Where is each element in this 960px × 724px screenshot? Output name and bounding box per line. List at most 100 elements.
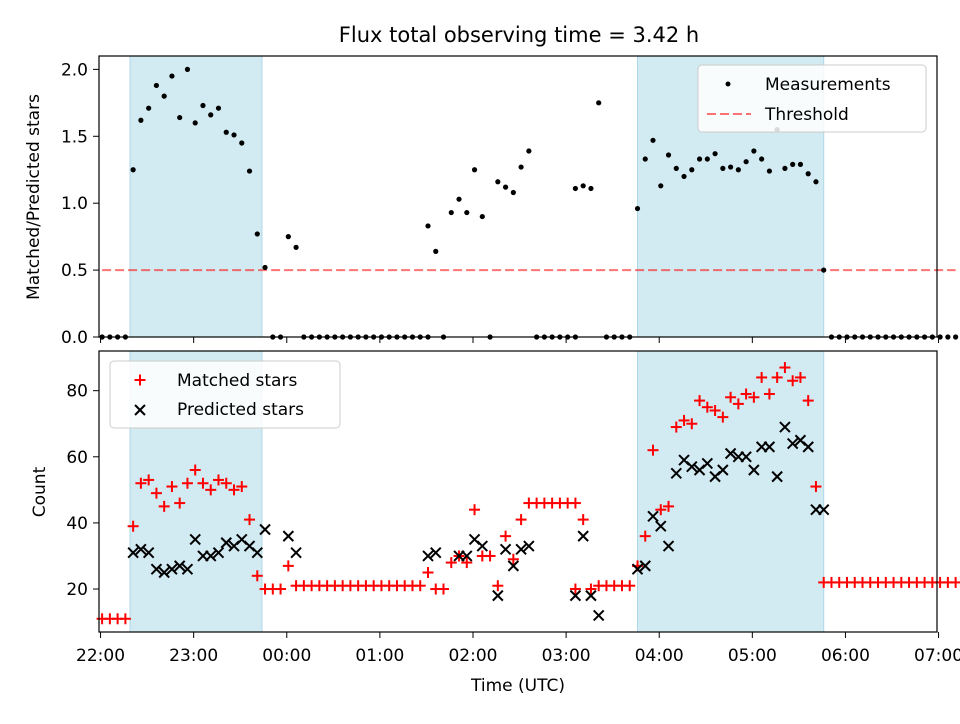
matched-point xyxy=(181,477,193,489)
bottom-legend: Matched stars Predicted stars xyxy=(109,360,341,429)
bottom-y-tick-label: 60 xyxy=(66,448,88,468)
matched-point xyxy=(763,388,775,400)
measurement-point xyxy=(813,179,819,185)
measurement-point xyxy=(580,183,586,189)
predicted-point xyxy=(212,546,225,559)
shaded-region-0 xyxy=(129,55,263,338)
x-tick-label: 02:00 xyxy=(448,646,497,666)
measurement-point xyxy=(138,117,144,123)
x-tick-label: 03:00 xyxy=(542,646,591,666)
measurement-point xyxy=(658,183,664,189)
matched-point xyxy=(166,481,178,493)
predicted-point xyxy=(166,563,178,575)
measurement-point xyxy=(712,151,718,157)
x-tick-label: 06:00 xyxy=(821,646,870,666)
predicted-point xyxy=(515,543,527,556)
measurement-point xyxy=(821,267,827,273)
predicted-point xyxy=(158,566,170,579)
matched-point xyxy=(771,371,783,383)
legend-matched-marker xyxy=(134,374,146,386)
predicted-point xyxy=(220,537,232,549)
measurement-point xyxy=(634,205,641,212)
measurement-point xyxy=(518,164,524,170)
matched-point xyxy=(205,484,217,496)
measurement-point xyxy=(953,334,959,340)
matched-point xyxy=(189,464,201,476)
measurements-series xyxy=(99,66,959,340)
matched-stars-series xyxy=(96,362,960,625)
measurement-point xyxy=(665,152,672,158)
matched-point xyxy=(469,504,481,516)
predicted-point xyxy=(655,520,667,532)
matched-point xyxy=(484,550,496,562)
bottom-x-axis: 22:00 23:00 00:00 01:00 02:00 03:00 04:00 05:00… xyxy=(76,632,960,666)
measurement-point xyxy=(766,168,773,174)
predicted-point xyxy=(585,589,597,602)
matched-point xyxy=(228,484,240,496)
legend-predicted-cross xyxy=(134,404,146,416)
matched-point xyxy=(779,362,791,374)
x-tick-label: 01:00 xyxy=(355,646,404,666)
matched-point xyxy=(756,371,768,383)
measurement-point xyxy=(642,156,648,162)
matched-point xyxy=(150,487,162,499)
measurement-point xyxy=(743,159,749,165)
top-legend: Measurements Threshold xyxy=(697,64,927,133)
top-y-tick-label: 2.0 xyxy=(61,60,88,80)
predicted-point xyxy=(189,533,201,546)
bottom-plot-frame xyxy=(98,350,938,633)
matched-point xyxy=(810,481,822,493)
x-tick-label: 04:00 xyxy=(635,646,684,666)
measurement-point xyxy=(192,120,198,126)
legend-measurements-marker xyxy=(725,81,731,87)
measurement-point xyxy=(285,234,291,240)
measurement-point xyxy=(790,161,796,167)
matched-point xyxy=(655,504,667,516)
measurement-point xyxy=(502,184,509,190)
predicted-point xyxy=(127,546,139,559)
predicted-point xyxy=(569,589,582,602)
matched-point xyxy=(212,474,224,486)
measurement-point xyxy=(650,137,656,143)
matched-point xyxy=(950,576,960,588)
x-tick-label: 23:00 xyxy=(169,646,218,666)
matched-point xyxy=(701,401,713,413)
predicted-point xyxy=(724,447,737,460)
legend-matched-label: Matched stars xyxy=(177,371,297,391)
measurement-point xyxy=(130,167,136,173)
measurement-point xyxy=(805,171,811,177)
matched-point xyxy=(158,500,170,512)
matched-point xyxy=(119,613,131,625)
measurement-point xyxy=(782,165,788,171)
matched-point xyxy=(624,580,636,592)
matched-point xyxy=(127,520,139,532)
predicted-point xyxy=(251,546,263,559)
x-axis-label: Time (UTC) xyxy=(470,676,565,696)
matched-point xyxy=(174,497,186,509)
predicted-point xyxy=(662,540,675,552)
measurement-point xyxy=(704,156,710,162)
predicted-point xyxy=(686,460,698,473)
matched-point xyxy=(647,444,659,456)
predicted-point xyxy=(523,540,535,552)
measurement-point xyxy=(433,248,439,254)
measurement-point xyxy=(169,73,175,79)
matched-point xyxy=(422,566,434,578)
matched-point xyxy=(569,497,581,509)
matched-point xyxy=(569,583,581,595)
measurement-point xyxy=(464,209,470,216)
x-tick-label: 22:00 xyxy=(76,646,125,666)
predicted-point xyxy=(430,546,442,559)
measurement-point xyxy=(572,185,579,192)
bottom-y-tick-label: 20 xyxy=(66,580,88,600)
bottom-y-axis: 20 40 60 80 xyxy=(66,382,99,600)
matched-point xyxy=(500,530,512,542)
matched-point xyxy=(492,580,504,592)
matched-point xyxy=(244,514,256,526)
matched-point xyxy=(515,514,527,526)
measurement-point xyxy=(696,156,703,162)
matched-point xyxy=(663,500,675,512)
matched-point xyxy=(414,580,426,592)
top-x-ticks xyxy=(100,337,940,343)
measurement-point xyxy=(596,100,602,106)
